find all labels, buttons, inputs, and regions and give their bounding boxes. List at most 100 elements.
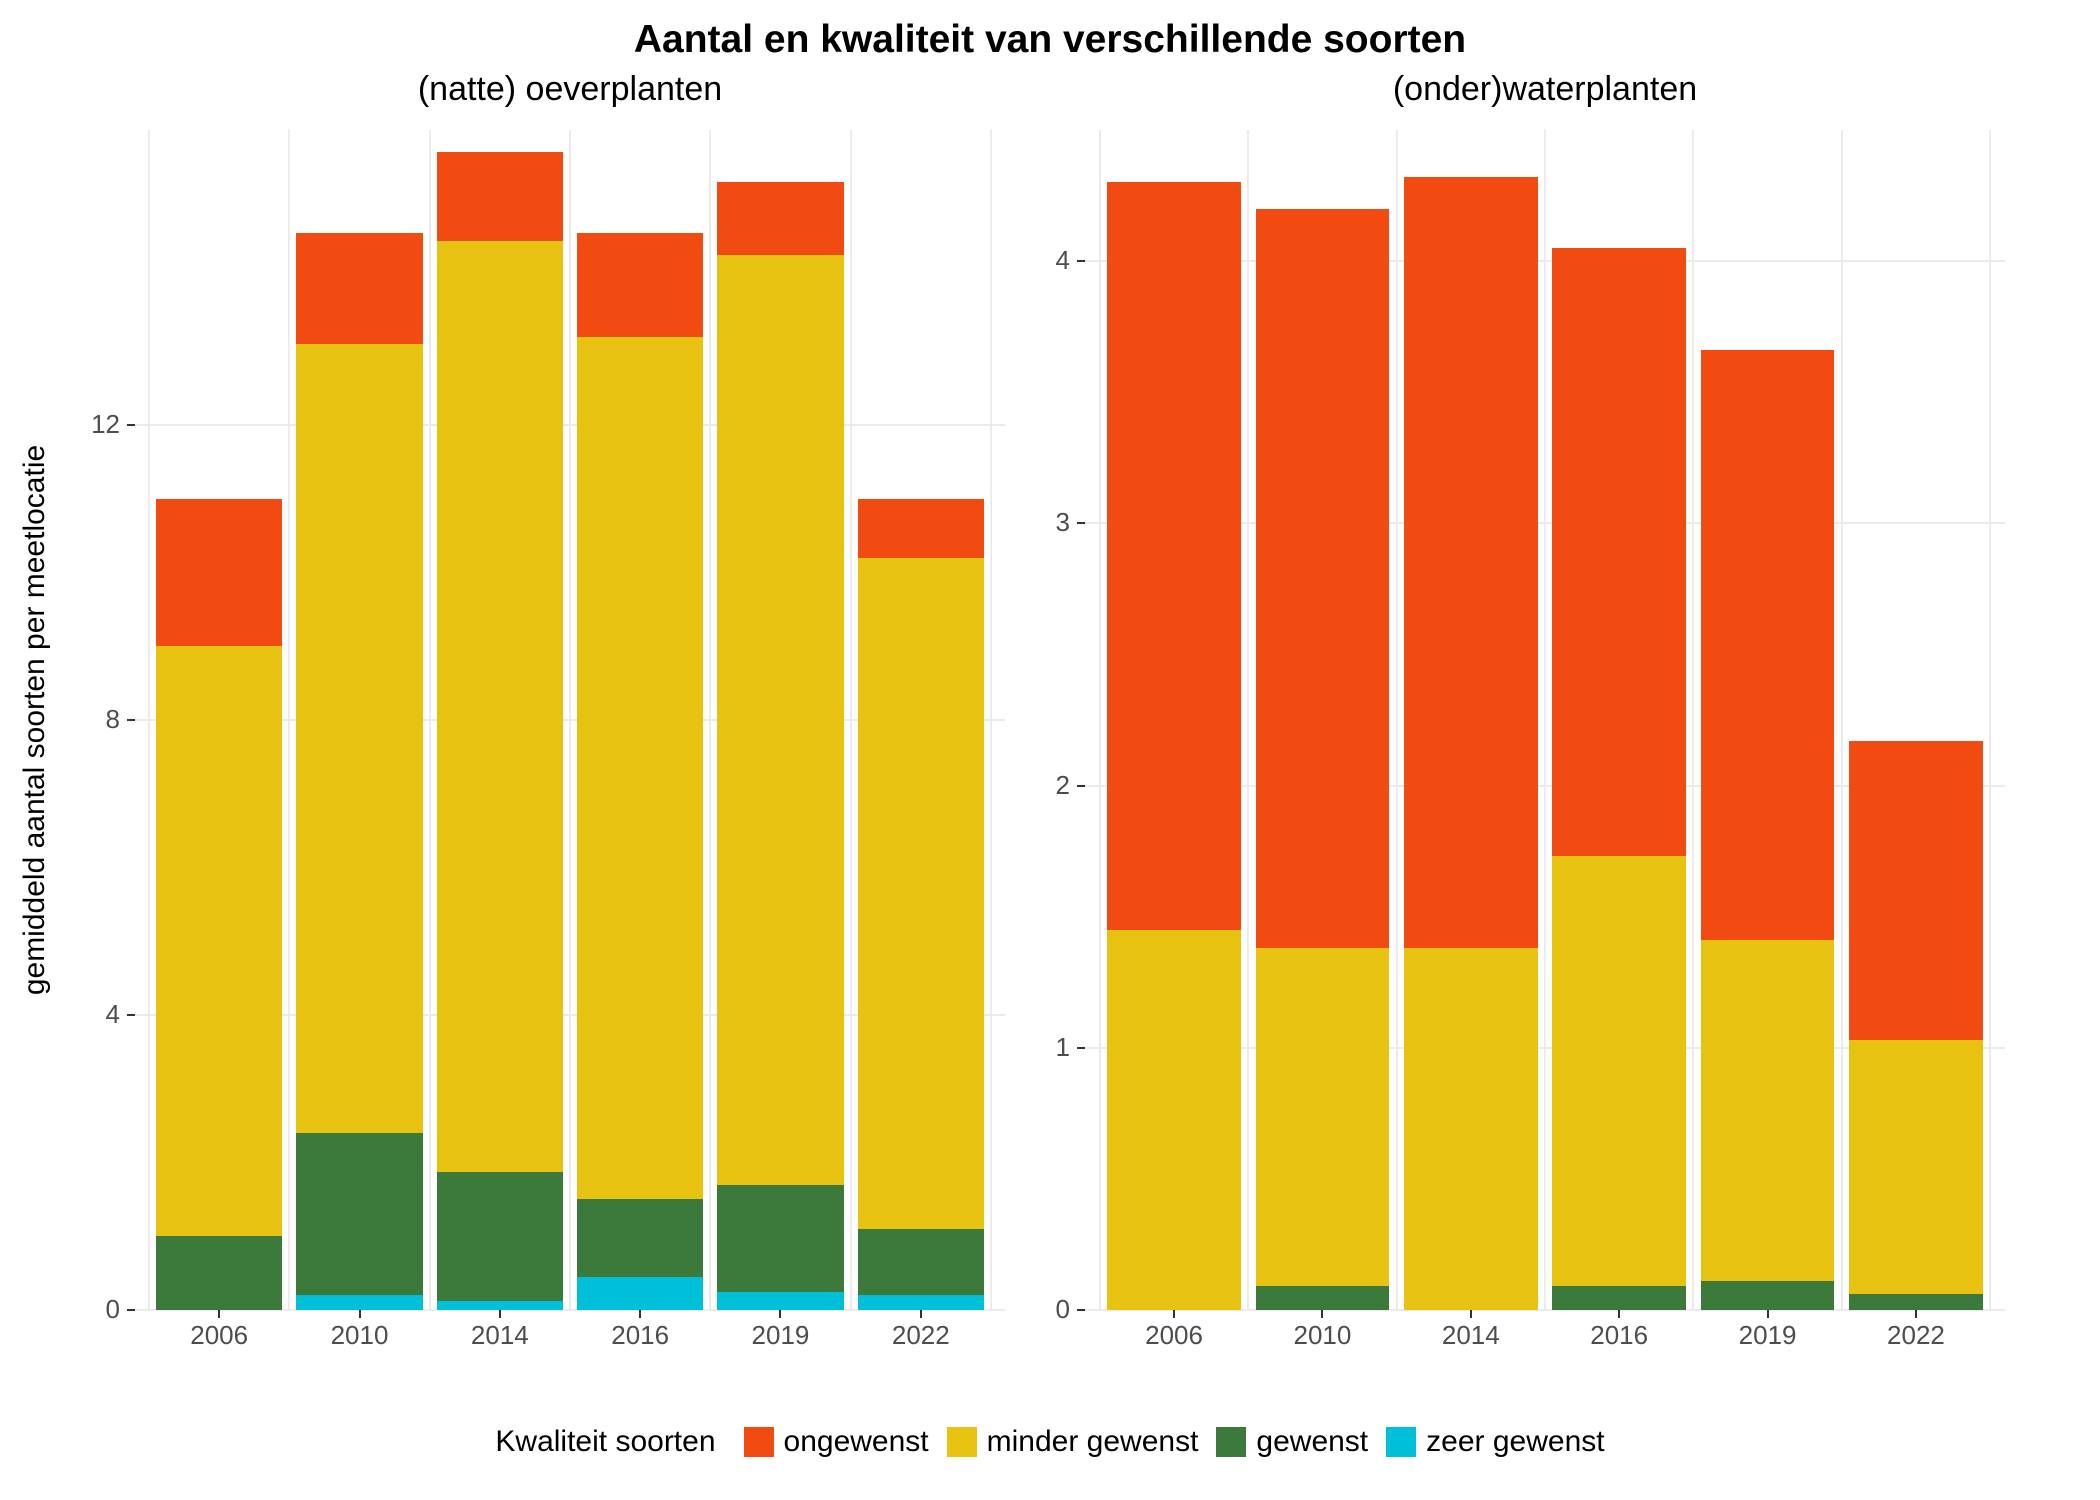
legend-label: gewenst: [1256, 1425, 1368, 1459]
bar-seg-gewenst: [1552, 1286, 1686, 1310]
legend-swatch: [947, 1427, 977, 1457]
ytick-mark: [1077, 522, 1085, 524]
bar-seg-gewenst: [577, 1199, 703, 1276]
xtick-label: 2006: [169, 1320, 269, 1351]
xtick-label: 2016: [1569, 1320, 1669, 1351]
legend-item: minder gewenst: [947, 1425, 1199, 1459]
bar-seg-gewenst: [156, 1236, 282, 1310]
xtick-label: 2019: [730, 1320, 830, 1351]
xtick-label: 2022: [871, 1320, 971, 1351]
panel-title-left: (natte) oeverplanten: [135, 70, 1005, 109]
ytick-label: 8: [65, 704, 120, 735]
bar-seg-minder_gewenst: [858, 558, 984, 1229]
xtick-mark: [1470, 1310, 1472, 1318]
gridline-v: [709, 130, 711, 1310]
legend-item: zeer gewenst: [1386, 1425, 1604, 1459]
ytick-label: 2: [1030, 770, 1070, 801]
ytick-mark: [1077, 1309, 1085, 1311]
figure: Aantal en kwaliteit van verschillende so…: [0, 0, 2100, 1500]
bar-seg-gewenst: [1701, 1281, 1835, 1310]
xtick-mark: [779, 1310, 781, 1318]
bar-seg-minder_gewenst: [156, 646, 282, 1236]
ytick-label: 1: [1030, 1032, 1070, 1063]
ytick-mark: [127, 1014, 135, 1016]
legend-swatch: [744, 1427, 774, 1457]
bar-seg-ongewenst: [437, 152, 563, 241]
ytick-mark: [1077, 260, 1085, 262]
xtick-mark: [499, 1310, 501, 1318]
bar-seg-minder_gewenst: [577, 337, 703, 1200]
legend-label: minder gewenst: [987, 1425, 1199, 1459]
gridline-v: [1692, 130, 1694, 1310]
xtick-mark: [639, 1310, 641, 1318]
xtick-label: 2010: [1272, 1320, 1372, 1351]
bar-seg-zeer_gewenst: [858, 1295, 984, 1310]
ytick-label: 4: [65, 999, 120, 1030]
bar-seg-minder_gewenst: [437, 241, 563, 1172]
bar-seg-zeer_gewenst: [577, 1277, 703, 1310]
bar-seg-ongewenst: [1849, 741, 1983, 1040]
bar-seg-ongewenst: [1701, 350, 1835, 940]
ytick-mark: [1077, 1047, 1085, 1049]
gridline-v: [1544, 130, 1546, 1310]
ytick-mark: [127, 1309, 135, 1311]
legend-item: ongewenst: [744, 1425, 929, 1459]
bar-seg-minder_gewenst: [717, 255, 843, 1184]
gridline-v: [288, 130, 290, 1310]
xtick-label: 2006: [1124, 1320, 1224, 1351]
legend-item: gewenst: [1216, 1425, 1368, 1459]
ytick-label: 4: [1030, 245, 1070, 276]
bar-seg-ongewenst: [577, 233, 703, 336]
bar-seg-ongewenst: [156, 499, 282, 647]
bar-seg-ongewenst: [1107, 182, 1241, 929]
plot-area-right: [1085, 130, 2005, 1310]
bar-seg-minder_gewenst: [1107, 930, 1241, 1310]
ytick-mark: [127, 424, 135, 426]
ytick-label: 12: [65, 409, 120, 440]
plot-area-left: [135, 130, 1005, 1310]
bar-seg-zeer_gewenst: [437, 1301, 563, 1310]
bar-seg-gewenst: [858, 1229, 984, 1295]
xtick-label: 2019: [1718, 1320, 1818, 1351]
ytick-label: 0: [1030, 1294, 1070, 1325]
ytick-mark: [1077, 785, 1085, 787]
bar-seg-gewenst: [717, 1185, 843, 1292]
bar-seg-zeer_gewenst: [717, 1292, 843, 1310]
panel-title-right: (onder)waterplanten: [1085, 70, 2005, 109]
bar-seg-gewenst: [1256, 1286, 1390, 1310]
xtick-mark: [359, 1310, 361, 1318]
xtick-mark: [1321, 1310, 1323, 1318]
legend-swatch: [1216, 1427, 1246, 1457]
bar-seg-ongewenst: [858, 499, 984, 558]
bar-seg-zeer_gewenst: [296, 1295, 422, 1310]
xtick-mark: [920, 1310, 922, 1318]
bar-seg-ongewenst: [296, 233, 422, 344]
bar-seg-minder_gewenst: [1256, 948, 1390, 1286]
bar-seg-minder_gewenst: [1849, 1040, 1983, 1294]
bar-seg-ongewenst: [1404, 177, 1538, 948]
bar-seg-gewenst: [1849, 1294, 1983, 1310]
gridline-v: [429, 130, 431, 1310]
legend-swatch: [1386, 1427, 1416, 1457]
xtick-label: 2010: [310, 1320, 410, 1351]
xtick-label: 2022: [1866, 1320, 1966, 1351]
ytick-label: 0: [65, 1294, 120, 1325]
bar-seg-minder_gewenst: [296, 344, 422, 1133]
xtick-mark: [218, 1310, 220, 1318]
bar-seg-minder_gewenst: [1404, 948, 1538, 1310]
gridline-v: [1247, 130, 1249, 1310]
xtick-label: 2014: [450, 1320, 550, 1351]
xtick-label: 2016: [590, 1320, 690, 1351]
legend-title: Kwaliteit soorten: [495, 1425, 715, 1459]
bar-seg-ongewenst: [717, 182, 843, 256]
chart-title: Aantal en kwaliteit van verschillende so…: [0, 18, 2100, 62]
gridline-v: [569, 130, 571, 1310]
ytick-mark: [127, 719, 135, 721]
bar-seg-gewenst: [296, 1133, 422, 1295]
gridline-v: [990, 130, 992, 1310]
bar-seg-ongewenst: [1256, 209, 1390, 948]
bar-seg-gewenst: [437, 1172, 563, 1301]
xtick-mark: [1173, 1310, 1175, 1318]
legend-label: zeer gewenst: [1426, 1425, 1604, 1459]
bar-seg-minder_gewenst: [1552, 856, 1686, 1286]
